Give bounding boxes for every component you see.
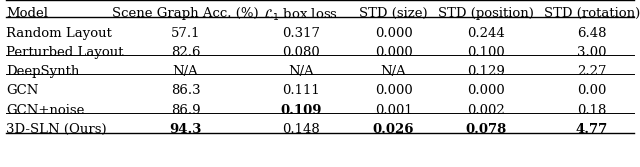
- Text: 0.000: 0.000: [375, 46, 412, 59]
- Text: 3.00: 3.00: [577, 46, 607, 59]
- Text: Perturbed Layout: Perturbed Layout: [6, 46, 124, 59]
- Text: 0.000: 0.000: [375, 27, 412, 40]
- Text: DeepSynth: DeepSynth: [6, 65, 80, 78]
- Text: 0.317: 0.317: [282, 27, 320, 40]
- Text: 4.77: 4.77: [576, 123, 608, 136]
- Text: N/A: N/A: [173, 65, 198, 78]
- Text: 0.18: 0.18: [577, 104, 607, 117]
- Text: 0.002: 0.002: [468, 104, 505, 117]
- Text: Random Layout: Random Layout: [6, 27, 112, 40]
- Text: STD (size): STD (size): [359, 7, 428, 20]
- Text: 0.000: 0.000: [468, 85, 505, 98]
- Text: 0.100: 0.100: [468, 46, 505, 59]
- Text: 94.3: 94.3: [170, 123, 202, 136]
- Text: 0.078: 0.078: [466, 123, 507, 136]
- Text: 0.026: 0.026: [373, 123, 414, 136]
- Text: 0.148: 0.148: [282, 123, 319, 136]
- Text: 0.244: 0.244: [468, 27, 505, 40]
- Text: 3D-SLN (Ours): 3D-SLN (Ours): [6, 123, 107, 136]
- Text: Scene Graph Acc. (%): Scene Graph Acc. (%): [112, 7, 259, 20]
- Text: N/A: N/A: [381, 65, 406, 78]
- Text: 0.00: 0.00: [577, 85, 607, 98]
- Text: 0.109: 0.109: [280, 104, 321, 117]
- Text: 86.3: 86.3: [171, 85, 200, 98]
- Text: STD (rotation): STD (rotation): [544, 7, 640, 20]
- Text: GCN+noise: GCN+noise: [6, 104, 84, 117]
- Text: 57.1: 57.1: [171, 27, 200, 40]
- Text: N/A: N/A: [288, 65, 314, 78]
- Text: 0.000: 0.000: [375, 85, 412, 98]
- Text: STD (position): STD (position): [438, 7, 534, 20]
- Text: 6.48: 6.48: [577, 27, 607, 40]
- Text: 0.111: 0.111: [282, 85, 319, 98]
- Text: 0.001: 0.001: [375, 104, 412, 117]
- Text: 86.9: 86.9: [171, 104, 200, 117]
- Text: GCN: GCN: [6, 85, 39, 98]
- Text: 0.080: 0.080: [282, 46, 319, 59]
- Text: Model: Model: [6, 7, 49, 20]
- Text: 0.129: 0.129: [467, 65, 506, 78]
- Text: 2.27: 2.27: [577, 65, 607, 78]
- Text: 82.6: 82.6: [171, 46, 200, 59]
- Text: $\mathcal{L}_1$ box loss: $\mathcal{L}_1$ box loss: [263, 7, 339, 23]
